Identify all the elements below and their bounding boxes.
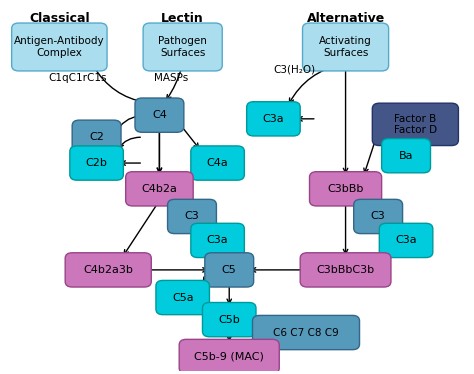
Text: Ba: Ba xyxy=(399,151,413,161)
Text: C5b: C5b xyxy=(219,315,240,325)
Text: C2: C2 xyxy=(89,132,104,142)
Text: Factor B
Factor D: Factor B Factor D xyxy=(394,114,437,135)
FancyBboxPatch shape xyxy=(12,23,107,71)
FancyBboxPatch shape xyxy=(373,103,458,145)
Text: Classical: Classical xyxy=(29,12,90,25)
Text: Lectin: Lectin xyxy=(161,12,204,25)
Text: C2b: C2b xyxy=(86,158,108,168)
FancyBboxPatch shape xyxy=(143,23,222,71)
Text: MASPs: MASPs xyxy=(154,73,188,83)
Text: C1qC1rC1s: C1qC1rC1s xyxy=(49,73,107,83)
Text: C4: C4 xyxy=(152,110,167,120)
Text: C3: C3 xyxy=(371,211,385,221)
FancyBboxPatch shape xyxy=(65,253,151,287)
Text: Antigen-Antibody
Complex: Antigen-Antibody Complex xyxy=(14,36,105,58)
FancyBboxPatch shape xyxy=(300,253,391,287)
Text: C5a: C5a xyxy=(172,292,193,303)
Text: C4b2a3b: C4b2a3b xyxy=(83,265,133,275)
Text: C5b-9 (MAC): C5b-9 (MAC) xyxy=(194,352,264,362)
Text: C3a: C3a xyxy=(263,114,284,124)
FancyBboxPatch shape xyxy=(126,172,193,206)
Text: C3a: C3a xyxy=(207,235,228,245)
Text: C6 C7 C8 C9: C6 C7 C8 C9 xyxy=(273,328,339,338)
Text: C3: C3 xyxy=(184,211,200,221)
FancyBboxPatch shape xyxy=(205,253,254,287)
FancyBboxPatch shape xyxy=(310,172,382,206)
Text: C5: C5 xyxy=(222,265,237,275)
FancyBboxPatch shape xyxy=(354,199,402,234)
FancyBboxPatch shape xyxy=(156,280,210,315)
FancyBboxPatch shape xyxy=(253,315,360,350)
Text: C3bBbC3b: C3bBbC3b xyxy=(317,265,374,275)
Text: C4a: C4a xyxy=(207,158,228,168)
FancyBboxPatch shape xyxy=(302,23,389,71)
FancyBboxPatch shape xyxy=(379,223,433,258)
Text: C3a: C3a xyxy=(395,235,417,245)
FancyBboxPatch shape xyxy=(135,98,184,132)
Text: C3(H₂O): C3(H₂O) xyxy=(273,64,316,74)
FancyBboxPatch shape xyxy=(191,223,245,258)
FancyBboxPatch shape xyxy=(70,146,123,180)
FancyBboxPatch shape xyxy=(179,339,279,374)
Text: Alternative: Alternative xyxy=(307,12,385,25)
Text: C3bBb: C3bBb xyxy=(328,184,364,194)
FancyBboxPatch shape xyxy=(191,146,245,180)
Text: C4b2a: C4b2a xyxy=(141,184,177,194)
Text: Activating
Surfaces: Activating Surfaces xyxy=(319,36,372,58)
FancyBboxPatch shape xyxy=(168,199,217,234)
Text: Pathogen
Surfaces: Pathogen Surfaces xyxy=(158,36,207,58)
FancyBboxPatch shape xyxy=(202,303,256,337)
FancyBboxPatch shape xyxy=(246,102,300,136)
FancyBboxPatch shape xyxy=(72,120,121,154)
FancyBboxPatch shape xyxy=(382,138,430,173)
